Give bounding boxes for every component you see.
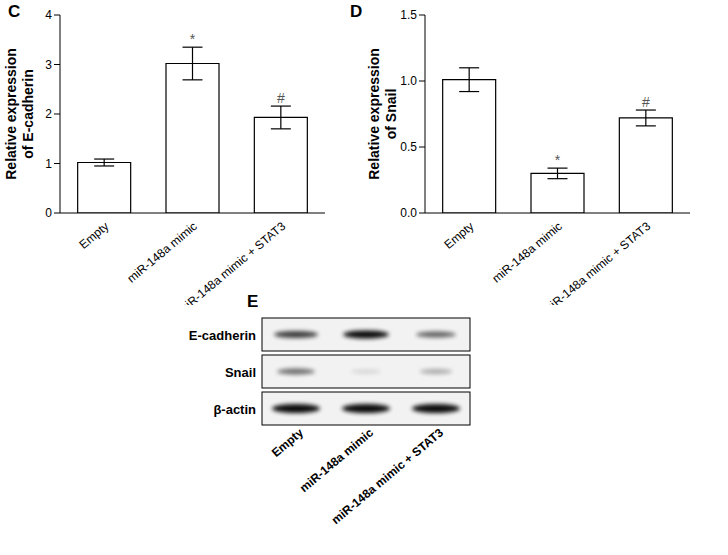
svg-text:miR-148a mimic + STAT3: miR-148a mimic + STAT3 xyxy=(175,219,288,305)
svg-text:0.0: 0.0 xyxy=(400,206,417,220)
svg-text:1: 1 xyxy=(45,157,52,171)
svg-text:miR-148a mimic + STAT3: miR-148a mimic + STAT3 xyxy=(329,425,446,527)
html-text:C: C xyxy=(8,2,21,21)
svg-text:miR-148a mimic + STAT3: miR-148a mimic + STAT3 xyxy=(540,219,653,305)
svg-text:Snail: Snail xyxy=(225,365,256,380)
svg-text:0: 0 xyxy=(45,206,52,220)
html-text:D: D xyxy=(350,2,363,21)
svg-text:1.5: 1.5 xyxy=(400,8,417,22)
svg-text:miR-148a mimic: miR-148a mimic xyxy=(124,219,199,285)
svg-text:Empty: Empty xyxy=(269,425,306,460)
svg-text:Empty: Empty xyxy=(442,219,477,252)
svg-text:1.0: 1.0 xyxy=(400,74,417,88)
svg-text:Empty: Empty xyxy=(77,219,112,252)
svg-text:E-cadherin: E-cadherin xyxy=(189,328,256,343)
html-text:Relative expression of Snail: Relative expression of Snail xyxy=(366,48,399,180)
svg-text:0.5: 0.5 xyxy=(400,140,417,154)
svg-text:4: 4 xyxy=(45,8,52,22)
html-text:Relative expression of E-cadhe: Relative expression of E-cadherin xyxy=(3,48,36,180)
svg-text:2: 2 xyxy=(45,107,52,121)
svg-text:*: * xyxy=(190,31,196,47)
svg-text:miR-148a mimic: miR-148a mimic xyxy=(489,219,564,285)
svg-text:3: 3 xyxy=(45,58,52,72)
svg-text:#: # xyxy=(277,90,285,106)
svg-text:miR-148a mimic: miR-148a mimic xyxy=(297,425,376,495)
svg-text:β-actin: β-actin xyxy=(213,402,256,417)
svg-text:E: E xyxy=(247,292,258,311)
svg-text:*: * xyxy=(555,152,561,168)
svg-text:#: # xyxy=(642,94,650,110)
